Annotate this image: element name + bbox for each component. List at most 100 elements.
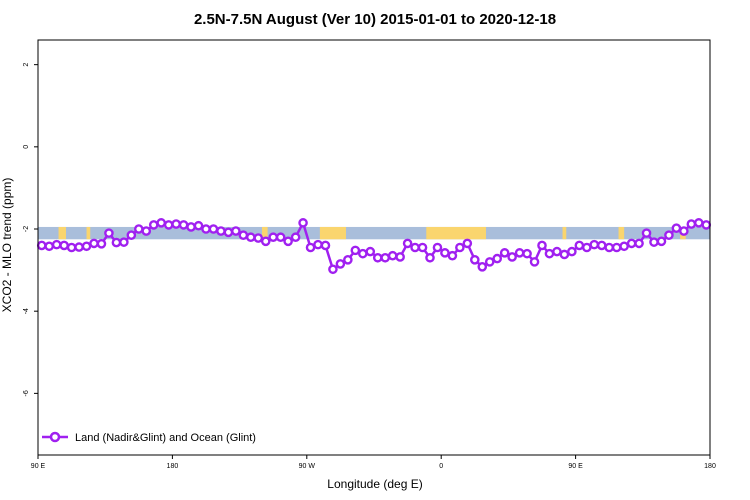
x-tick-label: 180 [704, 463, 716, 470]
data-point [477, 262, 488, 272]
data-point [679, 226, 689, 236]
series-layer [36, 218, 712, 275]
data-point [619, 241, 629, 252]
x-axis-label: Longitude (deg E) [327, 477, 422, 491]
data-point [313, 239, 323, 250]
data-point [499, 248, 510, 258]
data-point [156, 218, 166, 228]
data-point [656, 236, 667, 247]
data-point [328, 264, 338, 275]
data-point [529, 257, 540, 267]
data-point [343, 255, 353, 265]
x-tick-label: 180 [167, 463, 179, 470]
data-point [193, 220, 204, 231]
data-point [664, 230, 674, 240]
data-point [387, 250, 398, 261]
data-point [507, 252, 517, 262]
data-point [417, 242, 428, 253]
data-point [245, 232, 256, 243]
data-point [320, 240, 331, 251]
x-axis: 90 E 180 90 W 0 90 E 180 [31, 455, 716, 470]
data-point [701, 220, 712, 230]
data-point [365, 246, 376, 257]
data-point [611, 242, 622, 253]
data-point [141, 226, 152, 236]
y-tick-label: 2 [23, 63, 30, 67]
data-point [462, 238, 473, 249]
data-point [694, 218, 704, 228]
data-point [298, 218, 308, 228]
data-point [559, 249, 570, 260]
data-point [96, 239, 107, 249]
data-point [216, 226, 226, 236]
data-point [484, 257, 495, 267]
data-point [410, 242, 420, 253]
data-point [223, 227, 234, 238]
land-segment [86, 226, 91, 240]
data-point [380, 252, 391, 263]
y-axis-label: XCO2 - MLO trend (ppm) [0, 178, 14, 313]
data-point [119, 237, 129, 247]
data-point [537, 240, 547, 251]
data-point [649, 237, 659, 247]
data-point [574, 240, 585, 251]
data-point [402, 238, 413, 249]
legend-marker [49, 431, 61, 443]
data-point [686, 219, 697, 229]
x-tick-label: 90 E [568, 463, 583, 470]
data-point [66, 242, 77, 253]
data-point [89, 238, 99, 249]
data-point [395, 252, 405, 262]
data-point [432, 242, 443, 253]
legend-label: Land (Nadir&Glint) and Ocean (Glint) [75, 432, 256, 444]
data-point [126, 230, 137, 240]
data-point [260, 236, 271, 247]
data-point [514, 248, 525, 258]
data-point [305, 242, 316, 253]
data-point [290, 232, 301, 243]
data-point [253, 233, 264, 243]
data-point [522, 248, 532, 259]
data-point [104, 228, 114, 238]
land-segment [618, 226, 625, 240]
y-axis: 2 0 -2 -4 -6 [23, 63, 38, 396]
data-point [283, 236, 293, 247]
plot-frame [37, 39, 711, 456]
data-point [492, 253, 503, 264]
data-point [641, 228, 652, 238]
data-point [163, 220, 174, 230]
legend: Land (Nadir&Glint) and Ocean (Glint) [42, 431, 256, 444]
data-point [357, 248, 368, 259]
data-point [425, 252, 435, 263]
data-point [440, 248, 450, 258]
data-point [350, 245, 361, 256]
data-point [469, 255, 480, 265]
data-point [335, 259, 346, 269]
data-point [268, 232, 279, 243]
data-point [51, 239, 62, 250]
data-point [178, 220, 189, 230]
data-point [634, 238, 644, 249]
data-point [148, 220, 159, 230]
data-point [567, 246, 577, 257]
data-point [671, 223, 682, 233]
data-point [455, 242, 465, 253]
x-tick-label: 0 [439, 463, 443, 470]
x-tick-label: 90 W [299, 463, 316, 470]
data-point [171, 219, 181, 229]
data-point [544, 248, 555, 259]
data-point [626, 238, 637, 249]
data-point [208, 224, 219, 234]
data-point [186, 222, 196, 232]
land-segment [426, 226, 486, 240]
data-point [36, 240, 47, 251]
data-point [201, 224, 211, 234]
y-tick-label: -6 [23, 390, 30, 396]
land-segment [319, 226, 346, 240]
data-point [81, 241, 92, 252]
data-point [372, 252, 383, 263]
land-segment [262, 226, 268, 240]
data-point [74, 242, 84, 252]
